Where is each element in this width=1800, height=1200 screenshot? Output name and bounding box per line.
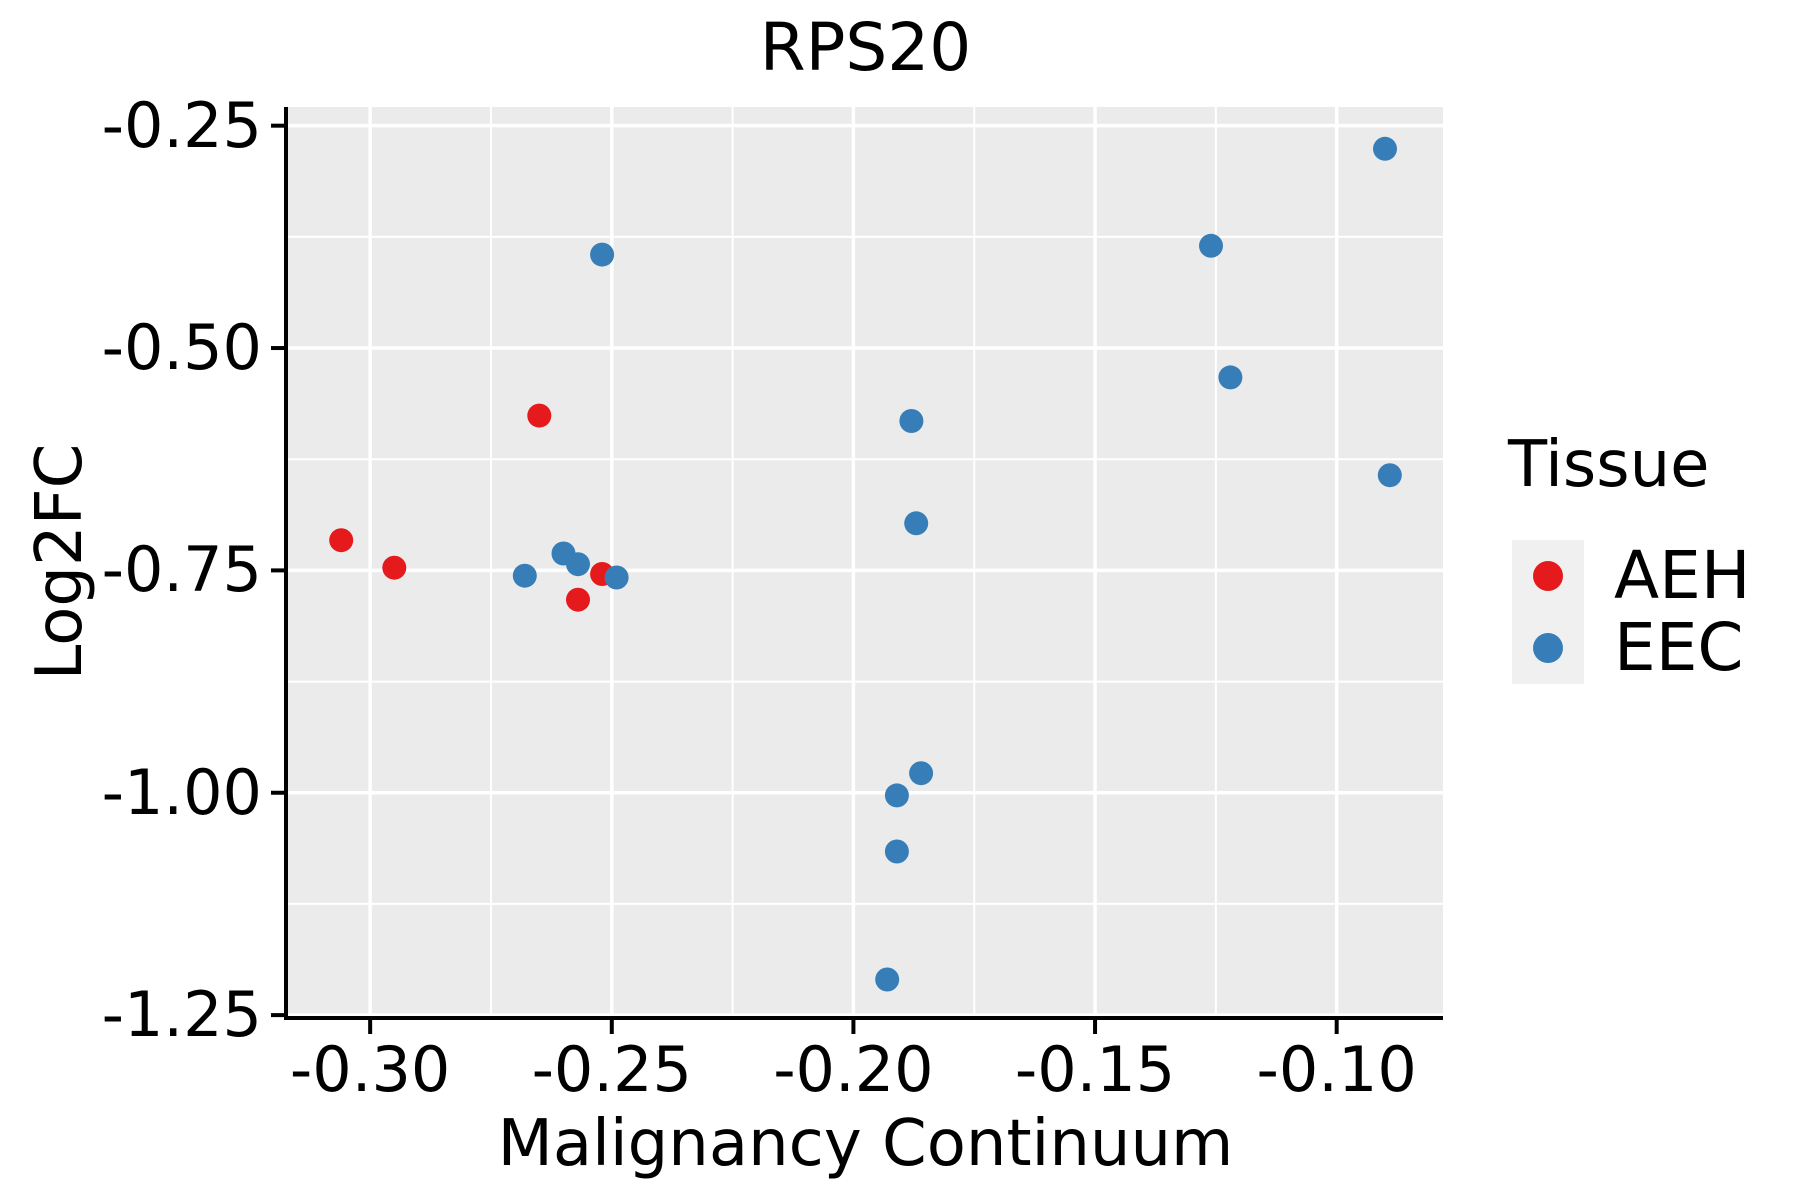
point-eec xyxy=(1373,136,1397,161)
x-axis-title: Malignancy Continuum xyxy=(497,1107,1234,1181)
x-tick-label: -0.25 xyxy=(531,1033,692,1106)
legend-entry-aeh: AEH xyxy=(1512,537,1751,615)
legend-keys: AEH EEC xyxy=(1512,537,1751,687)
x-tick-label: -0.30 xyxy=(289,1033,451,1106)
y-tick-label: -0.75 xyxy=(101,533,262,607)
point-eec xyxy=(875,967,900,992)
point-eec xyxy=(566,552,590,577)
eec-point-icon xyxy=(1533,633,1563,664)
legend-label-aeh: AEH xyxy=(1614,537,1751,615)
point-eec xyxy=(1199,233,1223,258)
point-aeh xyxy=(527,403,552,428)
point-eec xyxy=(909,761,934,786)
legend: Tissue AEH EEC xyxy=(1508,428,1751,687)
point-aeh xyxy=(329,528,354,553)
point-eec xyxy=(1377,463,1402,488)
point-eec xyxy=(1218,365,1243,390)
x-tick-label: -0.15 xyxy=(1014,1033,1176,1106)
x-tick-label: -0.20 xyxy=(773,1033,934,1106)
x-tick-label: -0.10 xyxy=(1256,1033,1417,1106)
point-eec xyxy=(884,839,909,864)
aeh-point-icon xyxy=(1533,561,1563,592)
legend-title: Tissue xyxy=(1508,428,1710,502)
y-tick-label: -0.50 xyxy=(101,310,262,384)
point-aeh xyxy=(566,587,590,612)
y-tick-label: -1.00 xyxy=(101,755,262,829)
legend-label-eec: EEC xyxy=(1614,609,1744,687)
point-eec xyxy=(899,409,924,433)
y-tick-label: -0.25 xyxy=(101,88,262,162)
point-eec xyxy=(604,565,629,590)
point-eec xyxy=(884,783,909,808)
point-eec xyxy=(904,511,929,536)
point-eec xyxy=(512,563,537,588)
legend-key-box xyxy=(1512,612,1584,685)
chart-title: RPS20 xyxy=(759,9,972,86)
plot-panel xyxy=(288,107,1443,1016)
point-aeh xyxy=(382,555,407,580)
point-eec xyxy=(590,242,615,267)
legend-key-box xyxy=(1512,540,1584,613)
legend-entry-eec: EEC xyxy=(1512,609,1750,687)
y-tick-label: -1.25 xyxy=(101,978,262,1052)
